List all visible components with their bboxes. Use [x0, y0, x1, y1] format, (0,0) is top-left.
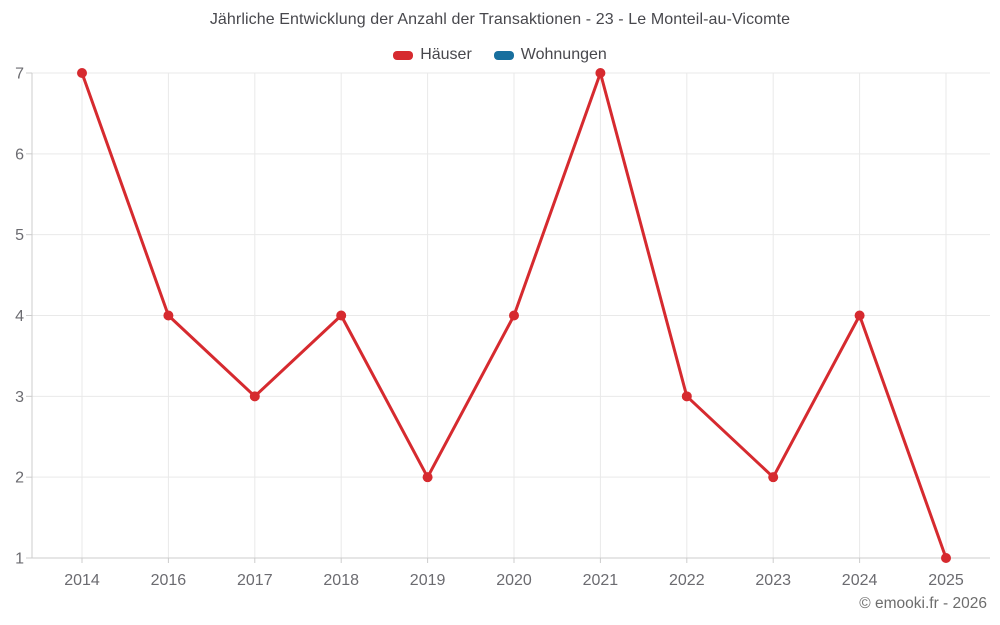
chart-title: Jährliche Entwicklung der Anzahl der Tra… — [209, 11, 791, 28]
x-axis-label: 2017 — [237, 572, 273, 589]
data-point — [249, 391, 260, 402]
x-axis-label: 2016 — [151, 572, 187, 589]
x-axis-label: 2023 — [755, 572, 791, 589]
data-point — [509, 310, 519, 321]
legend-swatch-icon — [493, 50, 514, 60]
x-axis-label: 2014 — [64, 572, 100, 589]
x-axis-label: 2024 — [842, 572, 878, 589]
x-axis-label: 2021 — [583, 572, 619, 589]
data-point — [163, 310, 174, 321]
y-axis-label: 5 — [15, 227, 24, 244]
data-point — [336, 310, 347, 321]
data-point — [77, 68, 87, 78]
data-point — [941, 553, 951, 563]
y-axis-label: 1 — [15, 551, 24, 568]
y-axis-label: 6 — [15, 146, 24, 163]
legend-item-wohnungen[interactable]: Wohnungen — [493, 46, 607, 64]
x-axis-label: 2018 — [323, 572, 359, 589]
y-axis-label: 2 — [15, 470, 24, 487]
y-axis-label: 3 — [15, 389, 24, 406]
data-point — [595, 68, 606, 78]
legend-swatch-icon — [393, 50, 414, 60]
x-axis-label: 2022 — [669, 572, 705, 589]
data-point — [422, 472, 433, 483]
legend: Häuser Wohnungen — [0, 46, 1000, 64]
y-axis-label: 7 — [15, 66, 24, 83]
data-point — [768, 472, 779, 483]
x-axis-label: 2025 — [928, 572, 964, 589]
data-point — [681, 391, 692, 402]
x-axis-label: 2020 — [496, 572, 532, 589]
legend-item-hauser[interactable]: Häuser — [393, 46, 472, 64]
legend-label: Häuser — [420, 46, 472, 63]
legend-label: Wohnungen — [520, 46, 607, 63]
x-axis-label: 2019 — [410, 572, 446, 589]
y-axis-label: 4 — [15, 308, 24, 325]
copyright-credit: © emooki.fr - 2026 — [859, 595, 987, 612]
data-point — [854, 310, 865, 321]
